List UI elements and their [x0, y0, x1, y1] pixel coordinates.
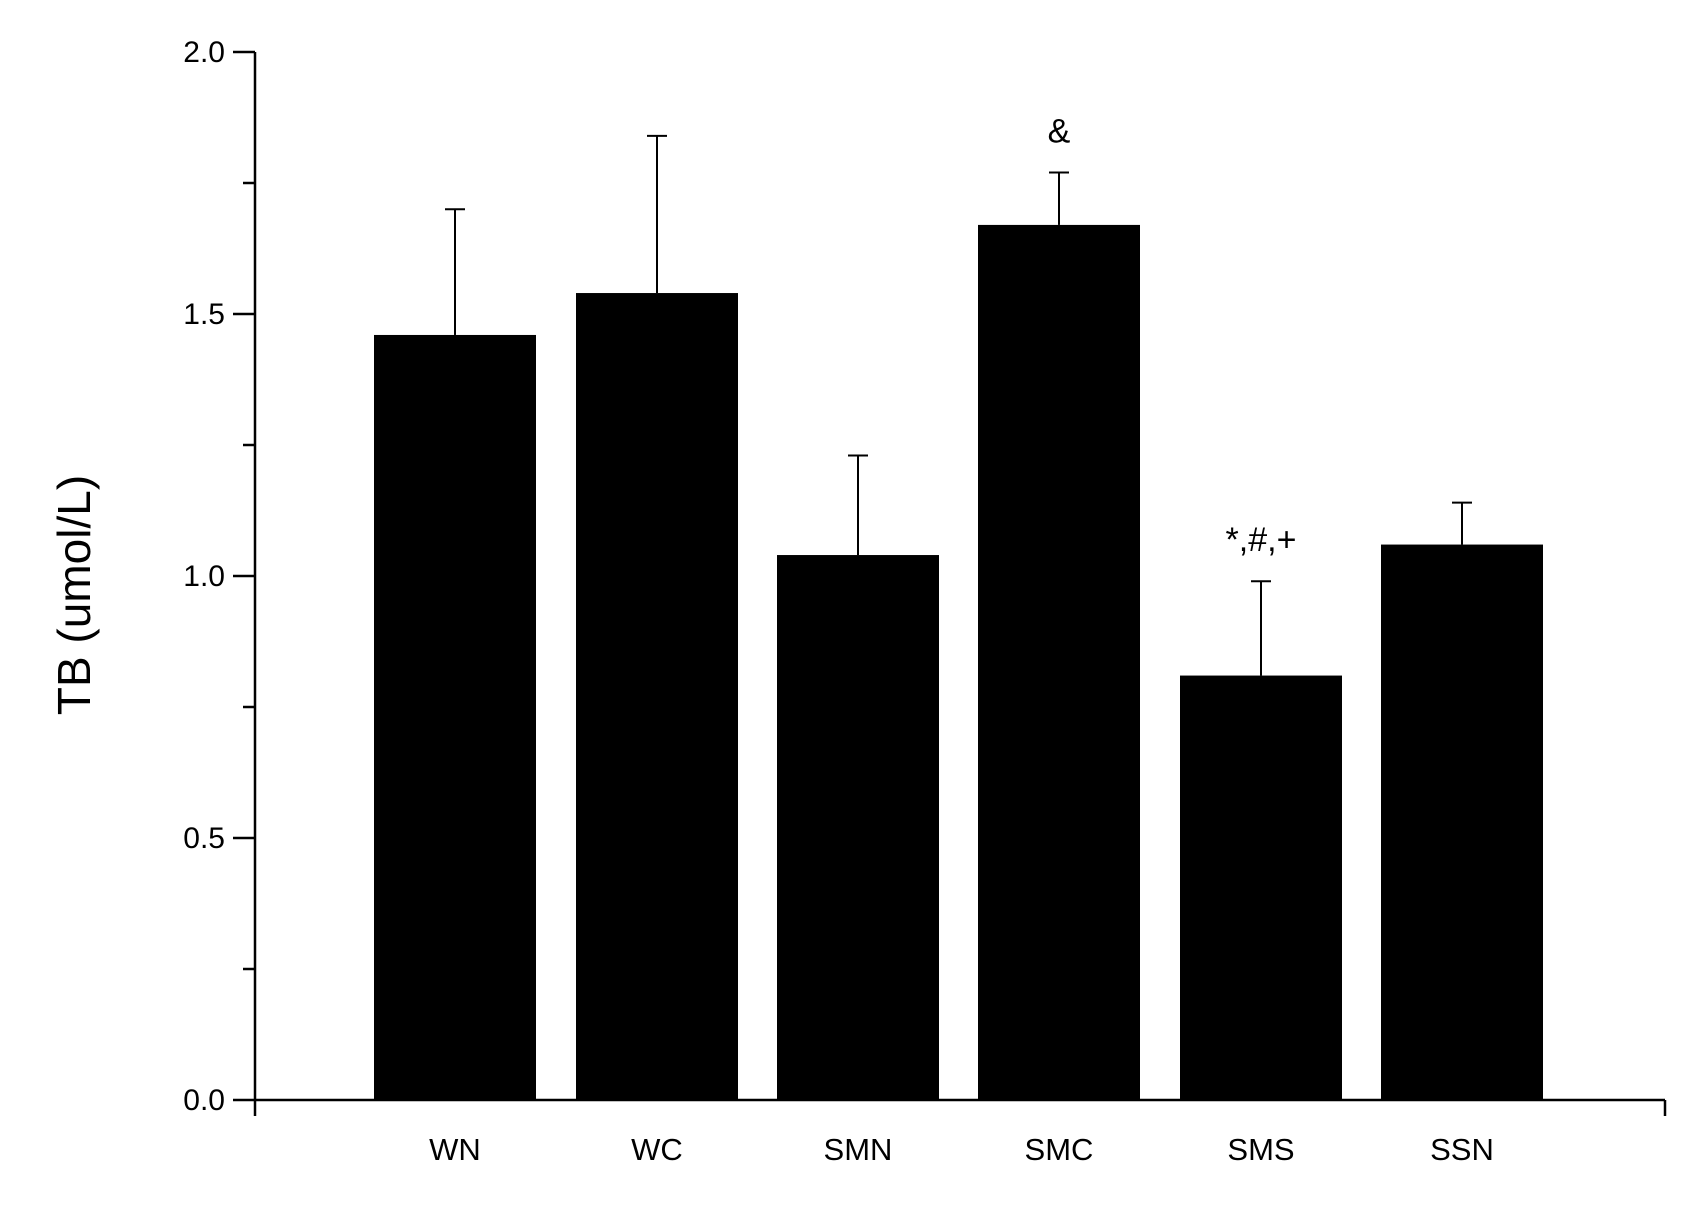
x-tick-label: WN — [429, 1132, 481, 1167]
bar-smn — [777, 555, 939, 1100]
significance-annotation: & — [1048, 113, 1071, 151]
x-tick-label: SMS — [1227, 1132, 1294, 1167]
bar-wn — [374, 334, 536, 1101]
x-tick-label: WC — [631, 1132, 683, 1167]
y-tick-label: 0.5 — [183, 822, 225, 855]
x-tick-label: SMC — [1025, 1132, 1094, 1167]
x-tick-label: SSN — [1430, 1132, 1494, 1167]
bar-wc — [576, 293, 738, 1100]
bar-ssn — [1381, 544, 1543, 1100]
significance-annotation: *,#,+ — [1226, 521, 1297, 559]
y-tick-label: 2.0 — [183, 36, 225, 69]
bar-sms — [1180, 675, 1342, 1100]
labels: WN WC SMN SMC SMS SSN & *,#,+ — [429, 113, 1494, 1167]
bar-smc — [978, 224, 1140, 1101]
y-tick-label: 1.0 — [183, 560, 225, 593]
y-axis-title: TB (umol/L) — [48, 475, 100, 715]
x-tick-label: SMN — [824, 1132, 893, 1167]
y-tick-label: 0.0 — [183, 1084, 225, 1117]
y-tick-label: 1.5 — [183, 298, 225, 331]
bars — [374, 134, 1543, 1101]
